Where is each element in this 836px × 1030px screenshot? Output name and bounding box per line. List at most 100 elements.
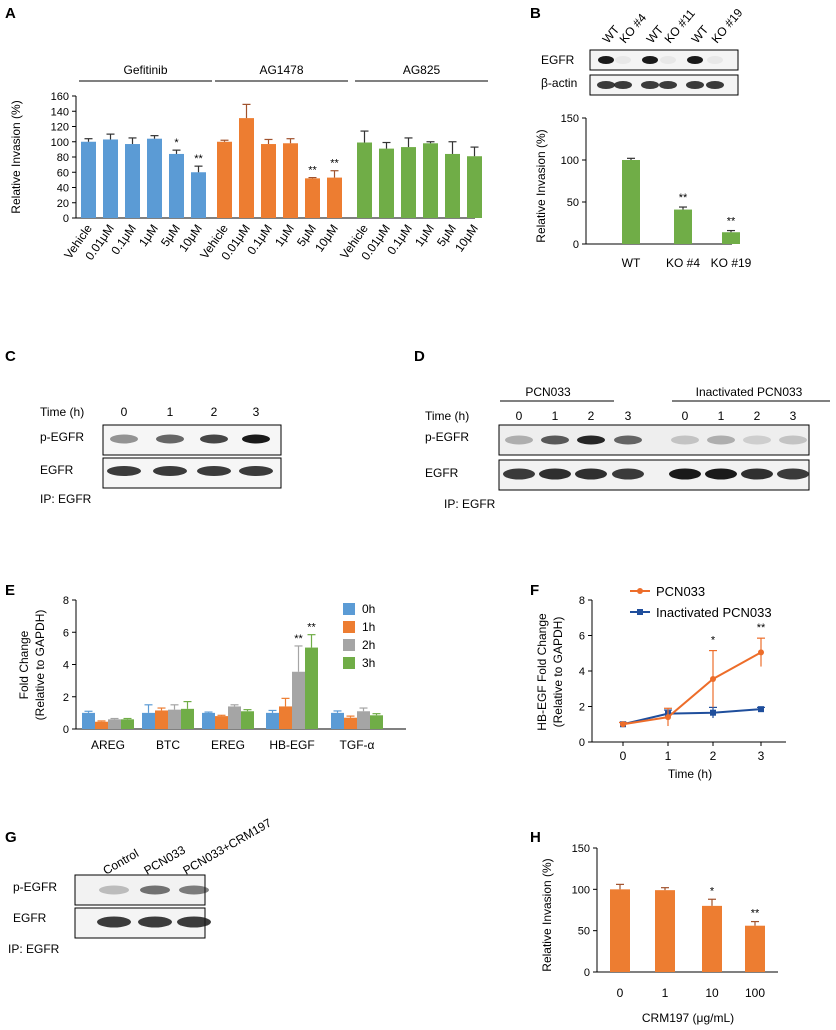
panel-label-a: A: [5, 5, 16, 22]
panel-d-band-pegfr: [707, 435, 735, 445]
panel-g-band-pegfr: [179, 885, 209, 895]
panel-h-y-tick-label: 100: [572, 884, 590, 896]
panel-d-lane-label: 1: [718, 409, 725, 423]
panel-c-row-label-egfr: EGFR: [40, 463, 74, 477]
panel-a-y-tick-label: 160: [51, 91, 69, 103]
panel-e-sig-label: **: [307, 622, 316, 634]
panel-a-x-tick-label: 1μM: [136, 222, 161, 249]
panel-c-band-pegfr: [110, 434, 138, 444]
panel-a-y-tick-label: 40: [57, 183, 69, 195]
panel-c-ip-label: IP: EGFR: [40, 492, 92, 506]
panel-d-time-label: Time (h): [425, 409, 469, 423]
panel-b-band-egfr: [615, 56, 631, 64]
panel-h-bar: [702, 905, 722, 972]
panel-h-y-tick-label: 150: [572, 843, 590, 855]
panel-c-band-egfr: [153, 466, 187, 476]
panel-b-x-tick-label: WT: [622, 256, 641, 270]
panel-e-legend-label: 3h: [362, 656, 375, 670]
panel-e-bar: [202, 712, 215, 729]
panel-a-x-tick-label: 1μM: [272, 222, 297, 249]
panel-h-y-tick-label: 0: [584, 967, 590, 979]
panel-f-x-tick-label: 1: [665, 749, 672, 763]
panel-h-x-tick-label: 1: [662, 986, 669, 1000]
panel-f-legend-label: PCN033: [656, 584, 705, 599]
panel-c-band-egfr: [239, 466, 273, 476]
panel-f-point: [620, 721, 626, 728]
panel-a-bar: [217, 141, 232, 218]
panel-a-bar: [283, 143, 298, 218]
panel-h-bar: [745, 925, 765, 972]
panel-e-bar: [155, 710, 168, 729]
panel-label-f: F: [530, 582, 539, 599]
panel-f-point: [665, 714, 671, 721]
panel-h-x-tick-label: 0: [617, 986, 624, 1000]
panel-f-sig-label: *: [711, 635, 716, 647]
panel-b-bar: [674, 209, 692, 244]
panel-h-sig-label: **: [751, 908, 760, 920]
panel-a-bar: [147, 138, 162, 218]
panel-b-lane-label: WT: [689, 22, 712, 46]
panel-a-group-label: AG1478: [259, 63, 303, 77]
panel-g-band-egfr: [97, 916, 131, 928]
panel-f-point: [758, 706, 764, 713]
panel-d-band-egfr: [705, 468, 737, 480]
panel-e-bar: [181, 708, 194, 729]
panel-a-bar: [239, 118, 254, 218]
panel-e-legend-label: 0h: [362, 602, 375, 616]
panel-d-band-pegfr: [541, 435, 569, 445]
panel-label-h: H: [530, 829, 541, 846]
panel-e-bar: [228, 706, 241, 729]
panel-b-sig-label: **: [727, 216, 736, 228]
panel-h-bar: [655, 890, 675, 972]
panel-e-y-tick-label: 2: [63, 692, 69, 704]
panel-a-bar: [191, 172, 206, 218]
panel-label-d: D: [414, 348, 425, 365]
panel-e-bar: [305, 647, 318, 729]
panel-a-bar: [467, 156, 482, 218]
panel-b-blot-frame-egfr: [589, 49, 739, 71]
panel-b-band-actin: [686, 81, 704, 89]
panel-f-y-label-2: (Relative to GAPDH): [551, 617, 565, 728]
panel-d-group1-label: PCN033: [525, 385, 571, 399]
panel-f-point: [710, 709, 716, 716]
panel-e-y-label-2: (Relative to GAPDH): [33, 610, 47, 721]
panel-c-band-pegfr: [242, 434, 270, 444]
panel-e-bar: [344, 717, 357, 729]
panel-b-band-egfr: [660, 56, 676, 64]
panel-g-band-pegfr: [140, 885, 170, 895]
panel-d-row-label-egfr: EGFR: [425, 466, 459, 480]
panel-e-y-tick-label: 4: [63, 660, 69, 672]
panel-e-sig-label: **: [294, 633, 303, 645]
panel-b-y-tick-label: 150: [561, 113, 579, 125]
panel-b-band-actin: [597, 81, 615, 89]
panel-d-band-egfr: [777, 468, 809, 480]
panel-g-band-egfr: [177, 916, 211, 928]
panel-d-lane-label: 0: [682, 409, 689, 423]
panel-a-x-tick-label: 1μM: [412, 222, 437, 249]
panel-a-bar: [357, 142, 372, 218]
panel-a-y-tick-label: 20: [57, 198, 69, 210]
panel-f-y-tick-label: 2: [579, 702, 585, 714]
panel-e-y-tick-label: 0: [63, 724, 69, 736]
panel-d-lane-label: 3: [790, 409, 797, 423]
panel-a-x-tick-label: 10μM: [452, 222, 481, 255]
panel-a-bar: [125, 144, 140, 218]
panel-b-band-actin: [706, 81, 724, 89]
panel-g-band-egfr: [138, 916, 172, 928]
panel-e-x-tick-label: TGF-α: [340, 738, 375, 752]
panel-d-band-egfr: [741, 468, 773, 480]
panel-e-legend-swatch: [343, 621, 355, 633]
panel-a-bar: [305, 178, 320, 218]
panel-c-lane-label: 3: [253, 405, 260, 419]
panel-a-group-label: Gefitinib: [123, 63, 167, 77]
panel-e-legend-label: 1h: [362, 620, 375, 634]
panel-a-bar: [445, 153, 460, 218]
panel-g-row-label-pegfr: p-EGFR: [13, 880, 57, 894]
panel-label-b: B: [530, 5, 541, 22]
panel-e-bar: [370, 715, 383, 729]
panel-b-band-actin: [641, 81, 659, 89]
panel-d-band-egfr: [669, 468, 701, 480]
panel-f-legend-marker: [637, 609, 643, 615]
panel-a-y-tick-label: 60: [57, 167, 69, 179]
panel-a-bar: [401, 147, 416, 218]
